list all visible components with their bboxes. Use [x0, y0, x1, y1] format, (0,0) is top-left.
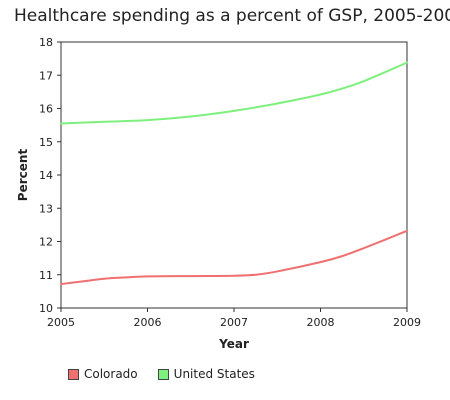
y-tick-label: 18 [39, 36, 53, 49]
y-axis-title: Percent [16, 149, 30, 202]
x-tick-label: 2008 [307, 316, 335, 329]
y-tick-label: 16 [39, 103, 53, 116]
y-tick-label: 13 [39, 202, 53, 215]
x-tick-label: 2009 [393, 316, 421, 329]
series-line-colorado [60, 229, 408, 286]
legend-swatch-colorado [68, 368, 79, 380]
y-tick-label: 11 [39, 269, 53, 282]
y-tick-label: 15 [39, 136, 53, 149]
x-axis-title: Year [218, 337, 249, 351]
y-tick-label: 17 [39, 69, 53, 82]
plot-area-frame [60, 41, 408, 309]
chart-legend: Colorado United States [68, 367, 255, 381]
legend-item-colorado: Colorado [68, 367, 138, 381]
x-tick-label: 2006 [134, 316, 162, 329]
x-tick-label: 2007 [220, 316, 248, 329]
y-tick-label: 10 [39, 302, 53, 315]
y-tick-label: 12 [39, 236, 53, 249]
legend-label: Colorado [84, 367, 138, 381]
legend-swatch-united-states [157, 368, 169, 380]
legend-item-united-states: United States [157, 367, 255, 381]
x-tick-label: 2005 [47, 316, 75, 329]
legend-label: United States [173, 367, 255, 381]
chart-title: Healthcare spending as a percent of GSP,… [14, 6, 450, 26]
y-tick-label: 14 [39, 169, 53, 182]
series-line-united-states [60, 61, 408, 125]
